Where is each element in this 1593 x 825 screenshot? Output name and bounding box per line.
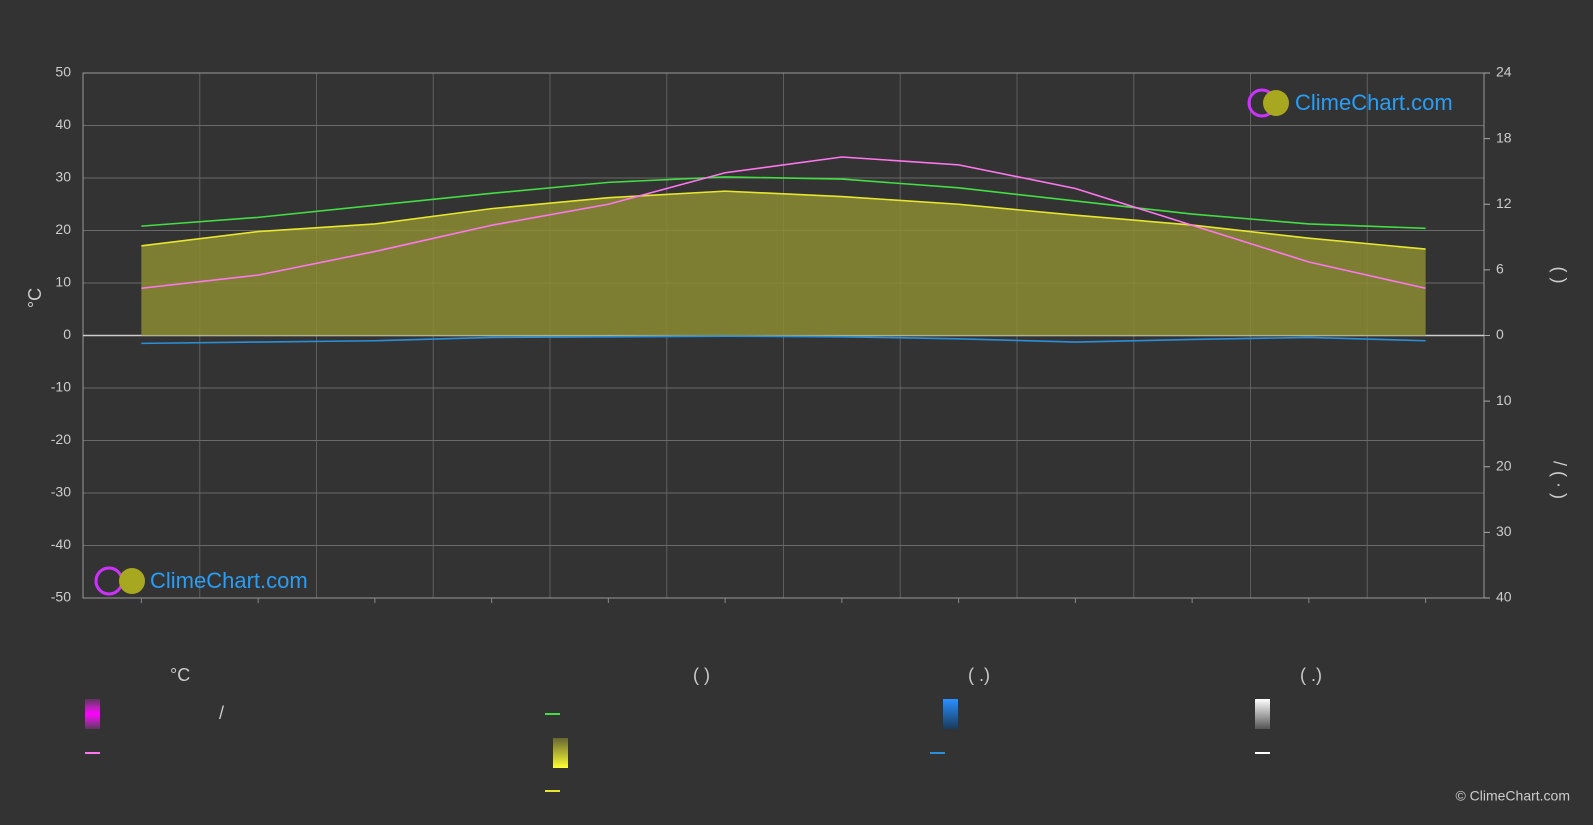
y-tick-label: -20	[51, 431, 71, 447]
copyright: © ClimeChart.com	[1455, 788, 1570, 804]
y3-tick-label: 30	[1496, 523, 1512, 539]
logo-sun	[119, 568, 145, 594]
legend-header: ( .)	[1300, 665, 1322, 685]
y3-tick-label: 10	[1496, 392, 1512, 408]
series-line	[141, 176, 1426, 230]
logo-sun	[1263, 90, 1289, 116]
legend-separator: /	[219, 703, 224, 723]
series-area	[141, 191, 1426, 336]
y3-tick-label: 40	[1496, 589, 1512, 605]
y-tick-label: 40	[55, 116, 71, 132]
y3-tick-label: 20	[1496, 457, 1512, 473]
y2-tick-label: 6	[1496, 261, 1504, 277]
plot-area	[82, 72, 1485, 603]
legend-header: ( )	[693, 665, 710, 685]
y2-tick-label: 24	[1496, 64, 1512, 80]
legend-gradient	[943, 699, 958, 729]
legend-gradient	[1255, 699, 1270, 729]
series-line	[141, 190, 1426, 250]
watermark-bottom: ClimeChart.com	[94, 566, 308, 596]
series-line	[141, 335, 1426, 345]
legend-gradient	[85, 699, 100, 729]
y-tick-label: 0	[63, 326, 71, 342]
y-axis-label: °C	[25, 288, 45, 308]
y-tick-label: 10	[55, 274, 71, 290]
y-tick-label: 50	[55, 64, 71, 80]
y-tick-label: -40	[51, 536, 71, 552]
legend-gradient	[553, 738, 568, 768]
y-tick-label: 20	[55, 221, 71, 237]
y2-axis-label: ( )	[1549, 267, 1569, 284]
y-tick-label: -30	[51, 484, 71, 500]
y2-tick-label: 18	[1496, 129, 1512, 145]
y-tick-label: -50	[51, 589, 71, 605]
y-tick-label: -10	[51, 379, 71, 395]
y2-tick-label: 0	[1496, 326, 1504, 342]
legend-header: ( .)	[968, 665, 990, 685]
watermark-text: ClimeChart.com	[150, 568, 308, 593]
series-line	[141, 156, 1426, 290]
legend-header: °C	[170, 665, 190, 685]
logo-ring	[94, 566, 124, 596]
watermark-top: ClimeChart.com	[1247, 88, 1453, 118]
y-tick-label: 30	[55, 169, 71, 185]
y2-tick-label: 12	[1496, 195, 1512, 211]
y3-axis-label: / ( · )	[1549, 461, 1569, 499]
watermark-text: ClimeChart.com	[1295, 90, 1453, 115]
